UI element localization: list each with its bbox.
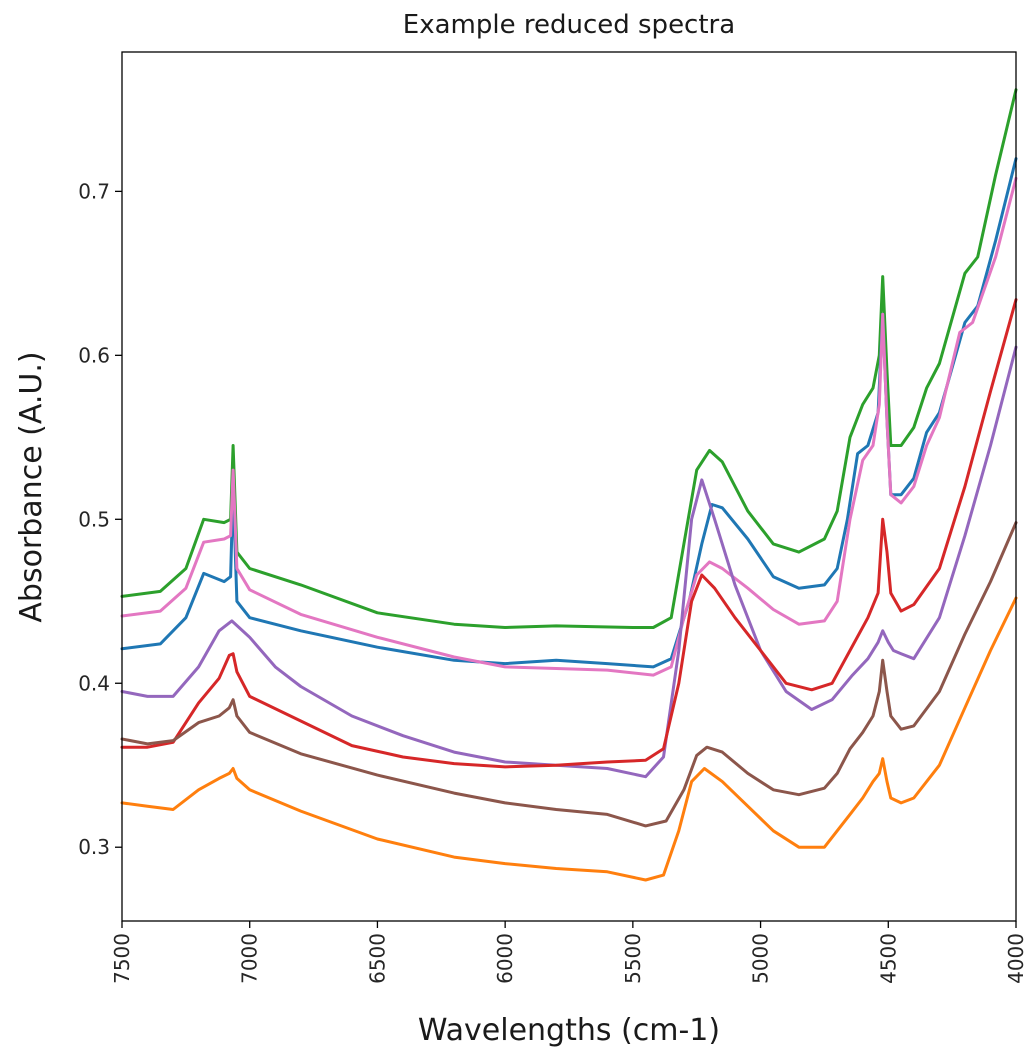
series-line-2 (120, 157, 1018, 669)
x-tick-label: 6500 (365, 933, 389, 984)
series-line-7 (120, 596, 1018, 882)
y-axis-label: Absorbance (A.U.) (14, 351, 49, 622)
x-tick-label: 5500 (621, 933, 645, 984)
x-tick-label: 5000 (749, 933, 773, 984)
chart-title: Example reduced spectra (403, 10, 735, 40)
series-line-4 (120, 345, 1018, 779)
series-line-6 (120, 521, 1018, 828)
x-tick-label: 7500 (110, 933, 134, 984)
x-tick-label: 7000 (238, 933, 262, 984)
plot-frame (121, 51, 1017, 922)
x-axis-label: Wavelengths (cm-1) (418, 1013, 720, 1048)
y-axis-ticks: 0.3 0.4 0.5 0.6 0.7 (78, 179, 122, 859)
y-tick-label: 0.6 (78, 343, 110, 367)
series-line-3 (120, 176, 1018, 677)
x-tick-label: 4500 (876, 933, 900, 984)
y-tick-label: 0.3 (78, 835, 110, 859)
x-axis-ticks: 7500 7000 6500 6000 5500 5000 4500 4000 (110, 921, 1024, 984)
x-tick-label: 4000 (1004, 933, 1024, 984)
y-tick-label: 0.4 (78, 671, 110, 695)
series-line-5 (120, 298, 1018, 769)
x-tick-label: 6000 (493, 933, 517, 984)
y-tick-label: 0.7 (78, 179, 110, 203)
y-tick-label: 0.5 (78, 507, 110, 531)
series-layer (120, 88, 1018, 882)
